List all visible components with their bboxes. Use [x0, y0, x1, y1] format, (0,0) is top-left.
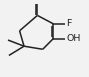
Text: O: O: [34, 0, 41, 2]
Text: F: F: [66, 19, 72, 28]
Text: OH: OH: [66, 34, 81, 43]
